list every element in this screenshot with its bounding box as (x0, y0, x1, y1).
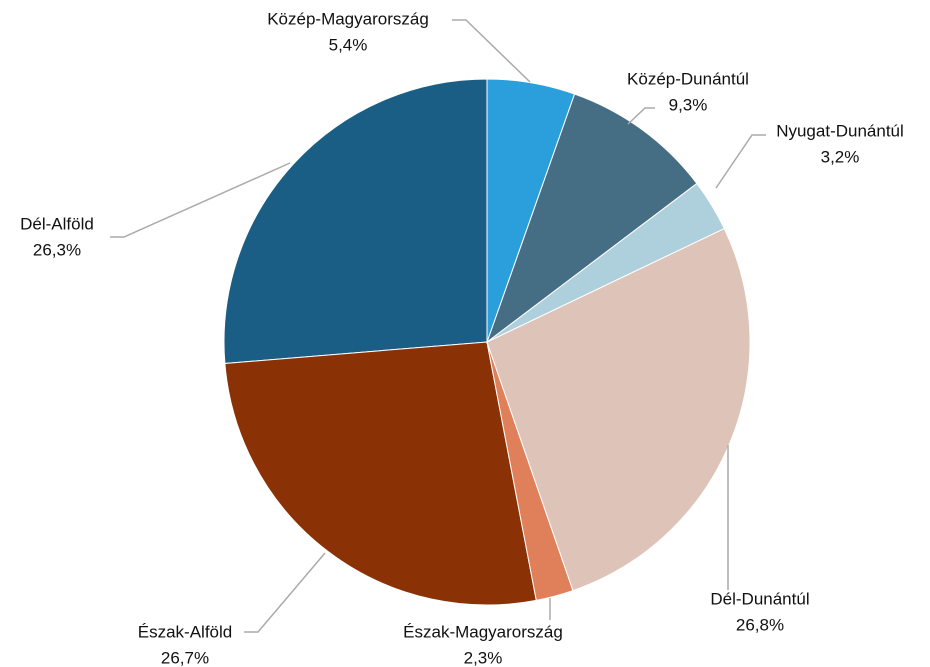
slice (223, 78, 488, 364)
slice-label: Észak-Alföld (138, 622, 232, 641)
slice-label: Nyugat-Dunántúl (776, 121, 904, 140)
value-label: 26,7% (161, 648, 209, 667)
leader-line (627, 107, 655, 125)
slice-label: Közép-Magyarország (267, 9, 429, 28)
slice-label: Közép-Dunántúl (627, 69, 749, 88)
leader-line (715, 134, 766, 189)
leader-line (110, 162, 291, 238)
value-label: 26,8% (736, 615, 784, 634)
slice (485, 93, 698, 344)
value-label: 3,2% (821, 147, 860, 166)
value-label: 9,3% (669, 95, 708, 114)
slice-label: Dél-Dunántúl (710, 589, 809, 608)
slice-label: Észak-Magyarország (403, 622, 563, 641)
leader-line (452, 19, 531, 83)
slice-label: Dél-Alföld (20, 214, 94, 233)
slice (224, 341, 537, 606)
value-label: 5,4% (329, 35, 368, 54)
slice (486, 78, 576, 343)
value-label: 2,3% (464, 648, 503, 667)
slice (486, 227, 751, 592)
leader-line (244, 552, 326, 633)
value-label: 26,3% (33, 240, 81, 259)
leader-lines (110, 19, 766, 633)
